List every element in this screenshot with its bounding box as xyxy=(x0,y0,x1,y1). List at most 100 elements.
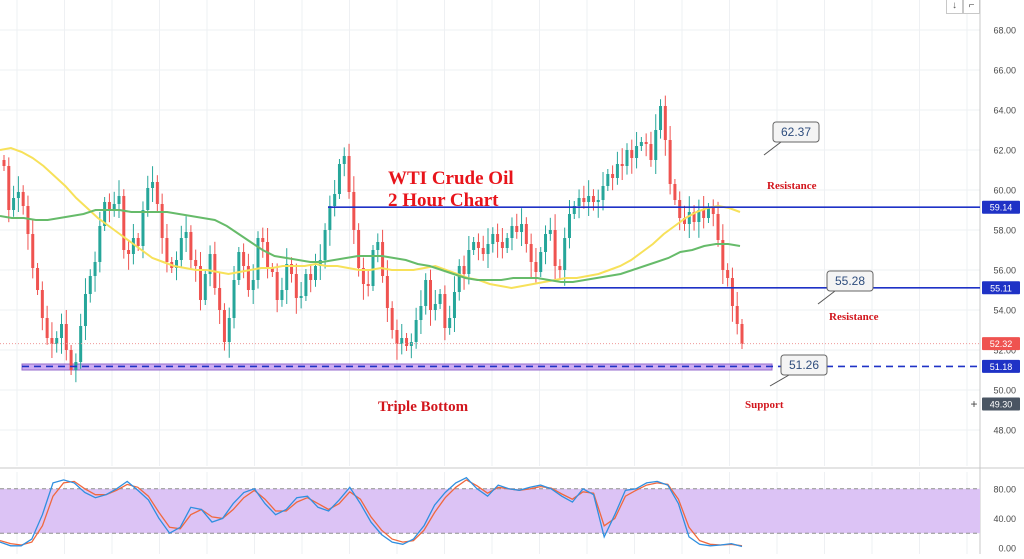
candle-body xyxy=(678,200,682,218)
candle-body xyxy=(122,196,126,250)
candle-body xyxy=(146,188,150,210)
candle-body xyxy=(735,306,739,324)
candle-body xyxy=(285,264,289,290)
candle-body xyxy=(726,270,730,278)
candle-body xyxy=(673,184,677,200)
candle-body xyxy=(548,230,552,234)
candle-body xyxy=(649,144,653,160)
candle-body xyxy=(26,206,30,234)
level-label-support: 51.18 xyxy=(990,362,1013,372)
candle-body xyxy=(424,280,428,306)
candle-body xyxy=(481,248,485,254)
candle-body xyxy=(98,226,102,262)
oscillator-band xyxy=(0,488,980,534)
candle-body xyxy=(587,196,591,202)
callout-62-37-pointer xyxy=(763,141,782,156)
candle-body xyxy=(256,238,260,280)
oscillator-d-line xyxy=(0,479,743,547)
candle-body xyxy=(448,318,452,328)
candle-body xyxy=(496,234,500,242)
candle-body xyxy=(131,238,135,254)
candle-body xyxy=(136,238,140,246)
candle-body xyxy=(639,142,643,146)
candle-body xyxy=(529,244,533,262)
candle-body xyxy=(654,130,658,160)
candle-body xyxy=(692,212,696,222)
candle-body xyxy=(467,250,471,274)
callout-55-28-pointer xyxy=(817,290,836,305)
candle-body xyxy=(376,242,380,250)
candle-body xyxy=(644,142,648,144)
triple-bottom-label: Triple Bottom xyxy=(378,399,469,415)
candle-body xyxy=(242,252,246,266)
candle-body xyxy=(12,198,16,210)
candle-body xyxy=(405,338,409,346)
candle-body xyxy=(222,310,226,342)
candle-body xyxy=(36,268,40,290)
candle-body xyxy=(567,214,571,238)
candle-body xyxy=(730,278,734,306)
candle-body xyxy=(721,240,725,270)
candle-body xyxy=(505,238,509,248)
candle-body xyxy=(414,320,418,342)
candle-body xyxy=(577,198,581,206)
candle-body xyxy=(500,242,504,248)
candle-body xyxy=(443,294,447,328)
candle-body xyxy=(290,264,294,274)
candle-body xyxy=(266,242,270,268)
candle-body xyxy=(83,294,87,326)
ma-yellow-line xyxy=(0,146,741,290)
candle-body xyxy=(299,296,303,298)
y-tick-label: 60.00 xyxy=(993,186,1016,196)
candle-body xyxy=(275,272,279,300)
resistance-label-upper: Resistance xyxy=(767,180,817,192)
candle-body xyxy=(625,150,629,166)
candle-body xyxy=(103,202,107,226)
candle-body xyxy=(280,290,284,300)
candle-body xyxy=(553,230,557,266)
candle-body xyxy=(246,266,250,290)
last-price-label-bg xyxy=(982,337,1020,351)
candle-body xyxy=(227,318,231,342)
level-label-upper-bg xyxy=(982,200,1020,214)
candle-body xyxy=(88,276,92,294)
candle-body xyxy=(510,226,514,238)
candle-body xyxy=(366,284,370,286)
osc-tick-label: 40.00 xyxy=(993,514,1016,524)
candle-body xyxy=(620,164,624,166)
y-tick-label: 50.00 xyxy=(993,386,1016,396)
candle-body xyxy=(175,260,179,268)
y-tick-label: 62.00 xyxy=(993,146,1016,156)
callout-62-37-box xyxy=(772,121,820,143)
osc-tick-label: 80.00 xyxy=(993,484,1016,494)
cursor-price-label: 49.30 xyxy=(990,400,1013,410)
candle-body xyxy=(515,226,519,232)
crosshair-icon: + xyxy=(970,397,977,411)
candle-body xyxy=(697,210,701,222)
candle-body xyxy=(582,198,586,202)
candle-body xyxy=(534,262,538,272)
candle-body xyxy=(381,242,385,276)
candle-body xyxy=(357,230,361,268)
bracket-icon[interactable]: ⌐ xyxy=(963,0,980,14)
candle-body xyxy=(45,318,49,338)
candle-body xyxy=(472,242,476,250)
level-label-lower-bg xyxy=(982,281,1020,295)
candle-body xyxy=(31,234,35,268)
candle-body xyxy=(491,234,495,244)
candle-body xyxy=(203,274,207,300)
y-tick-label: 48.00 xyxy=(993,426,1016,436)
candle-body xyxy=(16,192,20,198)
candle-body xyxy=(433,304,437,310)
candle-body xyxy=(60,324,64,338)
y-tick-label: 56.00 xyxy=(993,266,1016,276)
arrow-down-icon[interactable]: ↓ xyxy=(946,0,963,14)
callout-62-37: 62.37 xyxy=(781,125,811,139)
candle-body xyxy=(189,232,193,260)
callout-55-28: 55.28 xyxy=(835,274,865,288)
candle-body xyxy=(117,196,121,204)
candle-body xyxy=(591,196,595,202)
candle-body xyxy=(486,244,490,254)
